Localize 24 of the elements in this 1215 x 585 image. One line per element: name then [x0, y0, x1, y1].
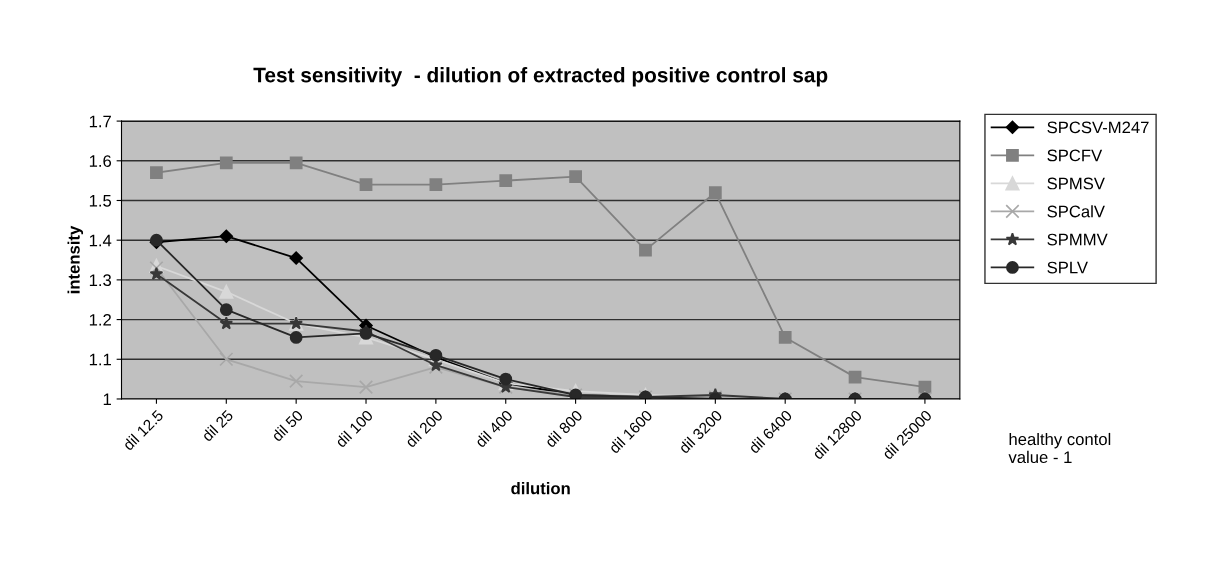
y-tick-label: 1.3 — [89, 274, 112, 287]
y-tick-label: 1.6 — [89, 155, 112, 167]
y-tick-label: 1 — [103, 393, 111, 406]
y-tick-label: 1.1 — [89, 353, 111, 366]
x-tick-label: dil 100 — [334, 409, 374, 449]
x-tick-label: dil 50 — [270, 409, 304, 442]
y-axis-title: intensity — [67, 225, 84, 294]
x-tick-label: dil 800 — [544, 409, 584, 449]
legend-label: SPMMV — [1047, 233, 1108, 246]
x-tick-label: dil 25 — [200, 409, 234, 442]
y-tick-label: 1.5 — [89, 195, 112, 207]
text: healthy contol value - 1 — [1008, 432, 1111, 464]
x-axis-title: dilution — [511, 482, 570, 495]
legend-label: SPCalV — [1047, 205, 1105, 218]
x-tick-label: dil 400 — [474, 409, 514, 449]
y-tick-label: 1.2 — [89, 313, 111, 326]
legend-label: SPLV — [1047, 261, 1088, 274]
x-tick-label: dil 200 — [404, 409, 444, 449]
y-tick-label: 1.7 — [89, 115, 111, 128]
legend-label: SPMSV — [1047, 177, 1105, 190]
legend-label: SPCFV — [1047, 149, 1103, 162]
legend-label: SPCSV-M247 — [1047, 121, 1149, 134]
chart-title: Test sensitivity - dilution of extracted positive control sap — [253, 67, 828, 87]
y-tick-label: 1.4 — [89, 234, 112, 247]
